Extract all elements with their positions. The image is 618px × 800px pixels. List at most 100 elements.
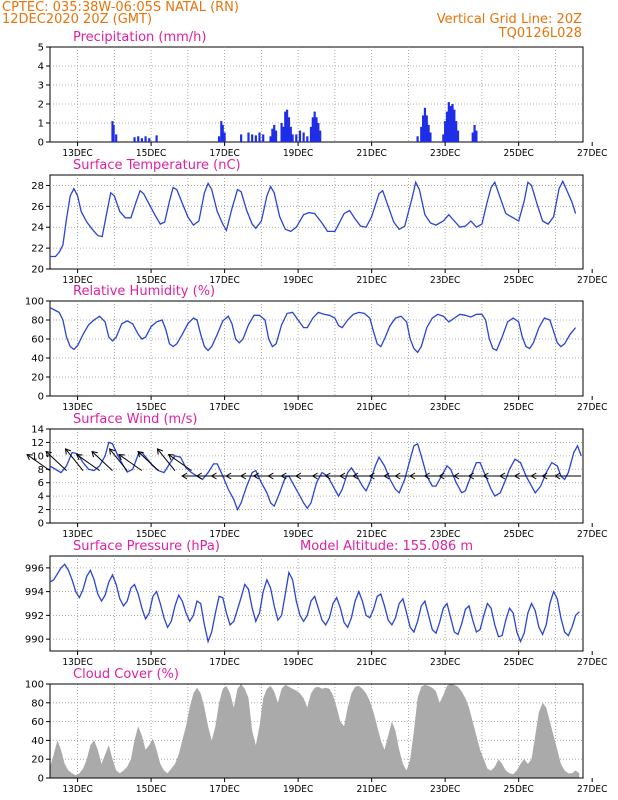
pressure-ytick-label: 990 (25, 635, 44, 646)
wind-arrow-head (394, 472, 401, 480)
wind-title: Surface Wind (m/s) (73, 412, 197, 427)
precipitation-bar (271, 128, 274, 142)
wind-arrow-head (423, 472, 430, 480)
precipitation-bar (420, 126, 423, 142)
precipitation-bar (254, 135, 257, 142)
humidity-line (49, 307, 577, 354)
temperature-title: Surface Temperature (nC) (73, 158, 241, 173)
cloud-cover-xtick-label: 13DEC (62, 784, 92, 795)
pressure-title: Surface Pressure (hPa) (73, 539, 220, 554)
wind-ytick-label: 10 (31, 451, 44, 462)
wind-xtick-label: 19DEC (283, 529, 313, 540)
cloud-cover-title: Cloud Cover (%) (73, 667, 179, 682)
wind-arrow-head (352, 472, 359, 480)
precipitation-bar (416, 136, 419, 142)
wind-xtick-label: 17DEC (209, 529, 239, 540)
precipitation-bar (221, 124, 224, 142)
wind-arrow-head (409, 472, 416, 480)
precipitation-bar (475, 130, 478, 142)
humidity-xtick-label: 17DEC (209, 402, 239, 413)
wind-ytick-label: 0 (38, 519, 44, 530)
precipitation-bar (319, 130, 322, 142)
precipitation-xtick-label: 27DEC (577, 148, 607, 159)
humidity-frame (49, 300, 584, 397)
wind-xtick-label: 25DEC (504, 529, 534, 540)
wind-xtick-label: 21DEC (356, 529, 386, 540)
cloud-cover-frame-top (49, 683, 584, 779)
pressure-panel: 990 992 994 996 13DEC 15DEC 17DEC 19DEC 21DEC 23D… (25, 539, 607, 668)
precipitation-bar (137, 136, 140, 142)
humidity-ytick-label: 40 (31, 354, 44, 365)
wind-ytick-label: 6 (38, 478, 44, 489)
precipitation-bar (115, 134, 118, 142)
model-code: TQ0126L028 (498, 26, 582, 41)
precipitation-bar (280, 123, 283, 142)
wind-arrow-head (368, 472, 375, 480)
temperature-ytick-label: 26 (31, 202, 44, 213)
precipitation-bar (445, 111, 449, 142)
precipitation-ytick-label: 2 (38, 100, 44, 111)
wind-xtick-label: 27DEC (577, 529, 607, 540)
precipitation-bar (291, 134, 294, 142)
pressure-xtick-label: 13DEC (62, 657, 92, 668)
precipitation-bar (311, 117, 314, 142)
temperature-xtick-label: 17DEC (209, 275, 239, 286)
pressure-xtick-label: 27DEC (577, 657, 607, 668)
cloud-cover-ytick-label: 80 (31, 698, 44, 709)
wind-arrow-shaft (137, 451, 159, 471)
cloud-cover-ytick-label: 0 (38, 774, 44, 785)
humidity-xtick-label: 27DEC (577, 402, 607, 413)
precipitation-ytick-label: 1 (38, 119, 44, 130)
precipitation-bar (140, 138, 143, 142)
precipitation-bar (284, 111, 287, 142)
wind-arrow-shaft (168, 454, 192, 472)
precipitation-xtick-label: 21DEC (356, 148, 386, 159)
wind-arrow-shaft (156, 448, 176, 471)
temperature-ytick-label: 20 (31, 265, 44, 276)
wind-arrow-head (137, 450, 144, 458)
pressure-line (49, 563, 580, 644)
precipitation-bar (306, 136, 309, 142)
temperature-ytick-label: 24 (31, 223, 44, 234)
precipitation-xtick-label: 23DEC (430, 148, 460, 159)
humidity-ytick-label: 100 (25, 297, 44, 308)
precipitation-bar (287, 117, 291, 142)
precipitation-bar (223, 132, 226, 142)
wind-ytick-label: 12 (31, 438, 44, 449)
precipitation-xtick-label: 25DEC (504, 148, 534, 159)
wind-ytick-label: 2 (38, 505, 44, 516)
precipitation-bar (451, 104, 454, 142)
humidity-xtick-label: 21DEC (356, 402, 386, 413)
cloud-cover-area (50, 684, 580, 778)
wind-arrow-head (530, 472, 537, 480)
wind-xtick-label: 13DEC (62, 529, 92, 540)
humidity-xtick-label: 23DEC (430, 402, 460, 413)
precipitation-bar (274, 130, 278, 142)
cloud-cover-ytick-label: 100 (25, 680, 44, 691)
wind-arrow-head (295, 472, 302, 480)
wind-arrow-shaft (91, 451, 113, 471)
cloud-cover-ytick-label: 40 (31, 736, 44, 747)
pressure-xtick-label: 17DEC (209, 657, 239, 668)
wind-arrow-head (541, 472, 548, 480)
humidity-ytick-label: 60 (31, 335, 44, 346)
precipitation-bar (133, 137, 136, 142)
grid-line-note: Vertical Grid Line: 20Z (436, 12, 582, 27)
wind-arrow-head (482, 472, 489, 480)
wind-arrow-head (383, 472, 390, 480)
forecast-date: 12DEC2020 20Z (GMT) (2, 12, 153, 27)
humidity-title: Relative Humidity (%) (73, 284, 215, 299)
precipitation-title: Precipitation (mm/h) (73, 30, 206, 45)
wind-arrow-head (339, 472, 346, 480)
precipitation-bar (447, 102, 450, 142)
precipitation-bar (258, 132, 261, 142)
precipitation-bar (315, 117, 318, 142)
wind-arrow-shaft (26, 454, 51, 472)
wind-arrow-head (252, 472, 259, 480)
precipitation-xtick-label: 13DEC (62, 148, 92, 159)
temperature-xtick-label: 21DEC (356, 275, 386, 286)
precipitation-bar (144, 136, 147, 142)
wind-arrow-head (513, 472, 520, 480)
precipitation-bar (309, 126, 313, 142)
